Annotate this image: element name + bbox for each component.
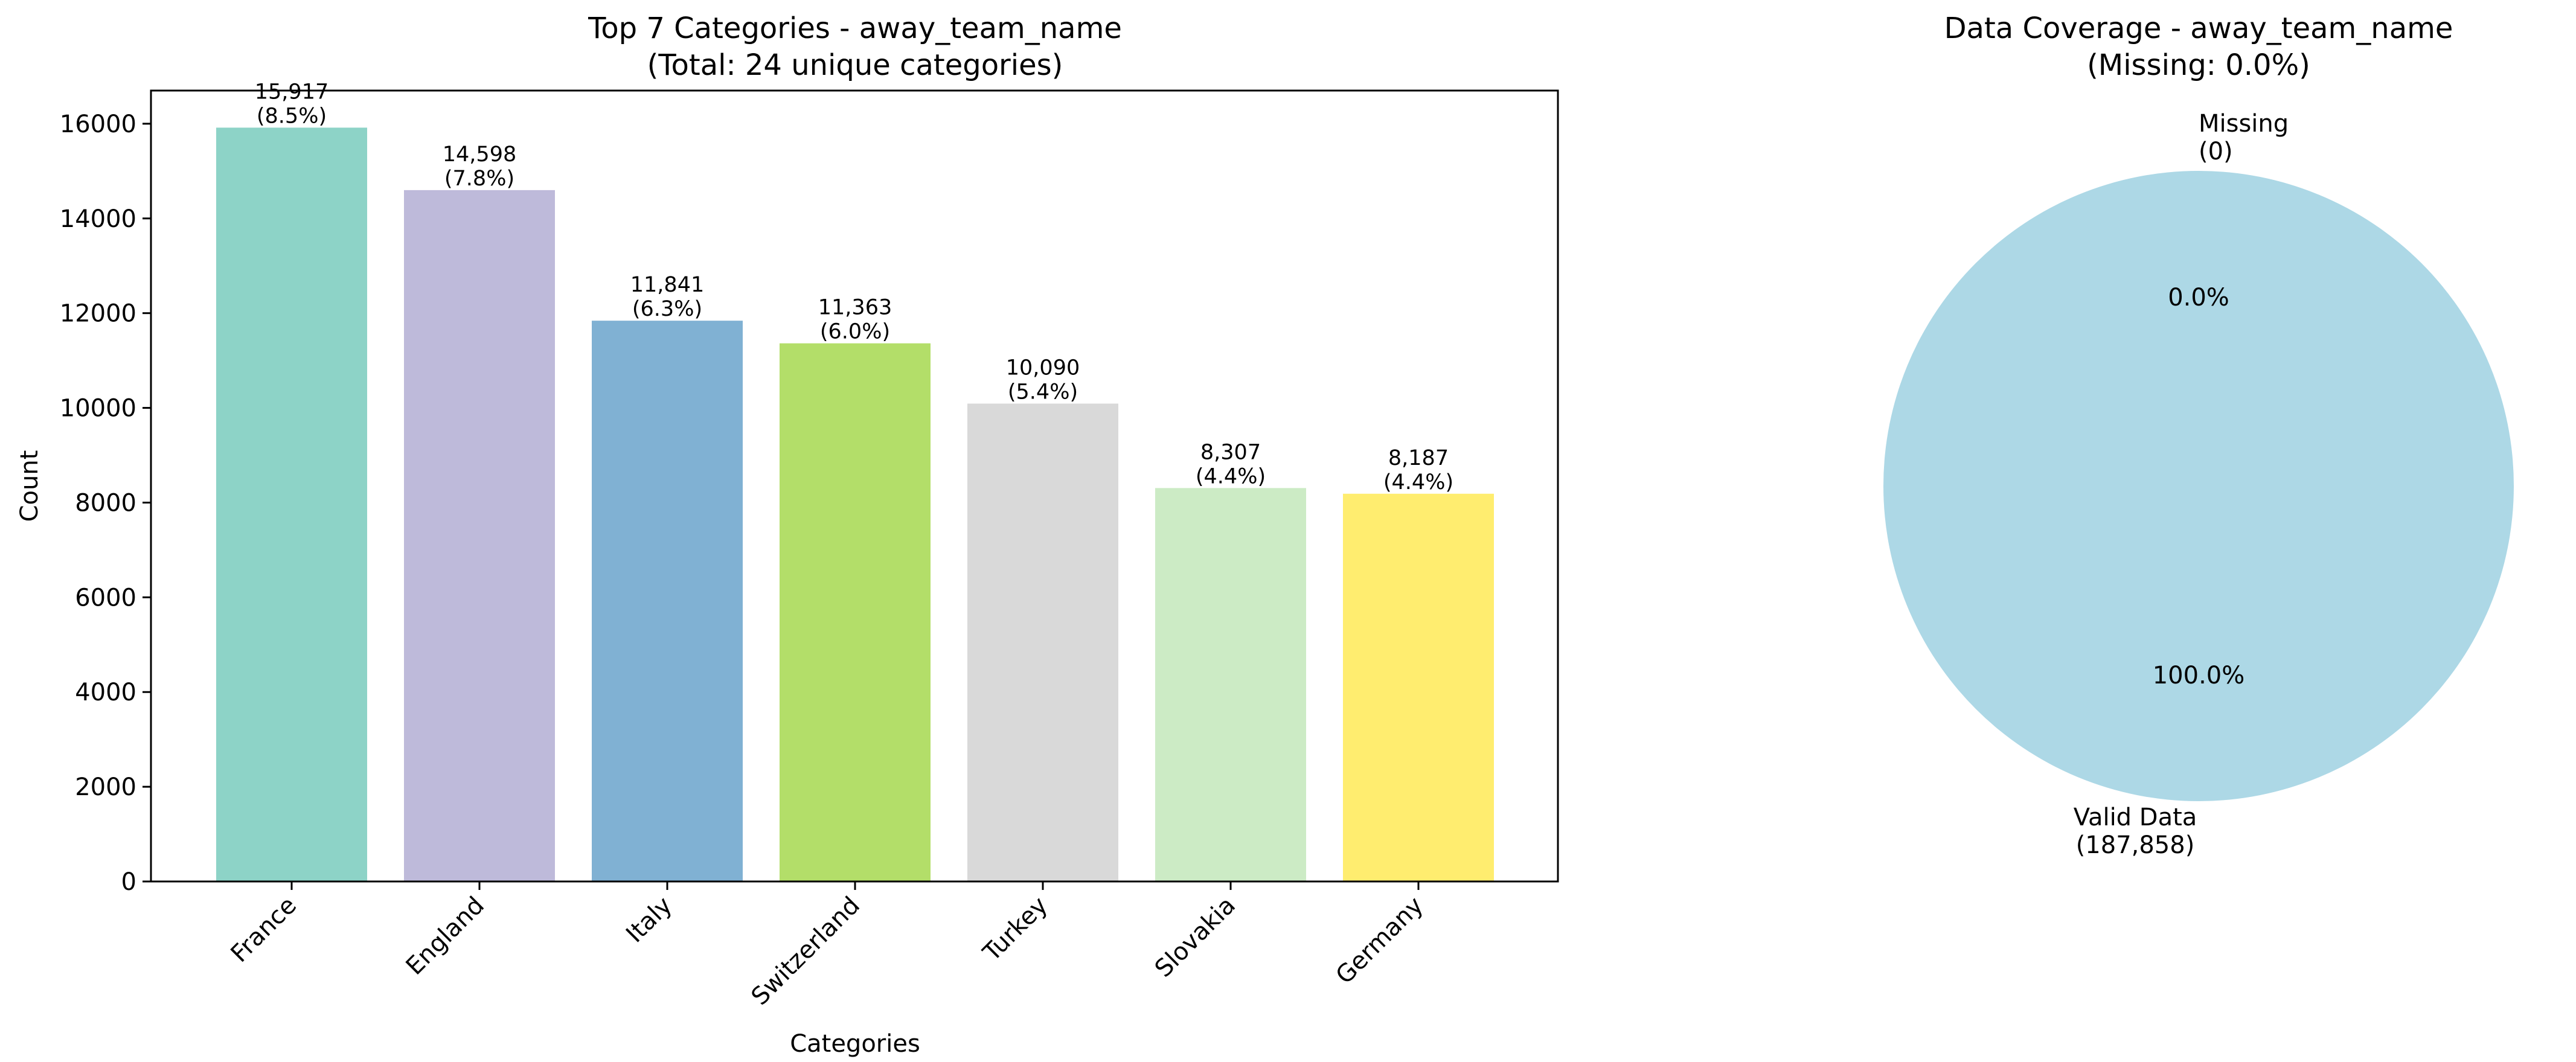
y-axis-label: Count xyxy=(16,450,43,522)
x-tick-label: Switzerland xyxy=(746,892,866,1011)
y-tick-label: 6000 xyxy=(75,584,136,612)
bar-value-label: 15,917 xyxy=(255,80,328,104)
x-tick-label: Germany xyxy=(1331,892,1429,990)
bar-slovakia xyxy=(1155,488,1306,881)
bar-percent-label: (8.5%) xyxy=(257,104,327,128)
plot-frame xyxy=(150,89,1559,883)
bar-value-label: 8,307 xyxy=(1200,440,1261,464)
x-tick-label: Slovakia xyxy=(1150,892,1241,983)
bar-percent-label: (6.3%) xyxy=(632,297,702,321)
bar-value-label: 11,363 xyxy=(818,296,892,320)
y-tick-label: 16000 xyxy=(60,110,136,138)
pie-labels: Valid Data(187,858) 100.0% Missing(0) 0.0% xyxy=(2074,110,2289,859)
bar-turkey xyxy=(967,403,1118,881)
bar-data-labels: 15,917(8.5%) 14,598(7.8%) 11,841(6.3%) 11,3… xyxy=(255,80,1453,494)
x-tick-label: Turkey xyxy=(978,892,1053,967)
y-tick-label: 0 xyxy=(121,868,136,896)
pie-outer-label-name: Missing xyxy=(2199,110,2289,138)
pie-outer-label-count: (187,858) xyxy=(2076,831,2195,859)
bar-percent-label: (5.4%) xyxy=(1008,380,1078,405)
pie-outer-label-name: Valid Data xyxy=(2074,804,2197,831)
bar-value-label: 8,187 xyxy=(1388,446,1449,470)
bar-percent-label: (4.4%) xyxy=(1196,464,1266,488)
x-tick-label: France xyxy=(225,892,302,968)
bar-chart-title-line1: Top 7 Categories - away_team_name xyxy=(588,11,1122,45)
pie-outer-label-count: (0) xyxy=(2199,138,2233,165)
bar-germany xyxy=(1343,493,1494,881)
bar-value-label: 10,090 xyxy=(1006,356,1080,380)
bar-percent-label: (7.8%) xyxy=(444,167,514,191)
pie-slices xyxy=(1883,171,2514,801)
bar-series xyxy=(216,127,1494,882)
bar-switzerland xyxy=(780,343,931,881)
bar-chart-title-line2: (Total: 24 unique categories) xyxy=(647,48,1063,82)
pie-percent-label: 0.0% xyxy=(2168,284,2229,312)
bar-value-label: 11,841 xyxy=(630,273,704,297)
y-tick-label: 10000 xyxy=(60,395,136,423)
y-tick-label: 8000 xyxy=(75,489,136,517)
pie-slice-valid-data xyxy=(1883,171,2514,801)
x-axis-label: Categories xyxy=(790,1030,920,1058)
y-tick-label: 4000 xyxy=(75,679,136,706)
y-tick-label: 14000 xyxy=(60,205,136,233)
x-axis-ticks: France England Italy Switzerland Turkey Slova… xyxy=(225,881,1429,1011)
x-tick-label: Italy xyxy=(621,892,678,948)
pie-chart-title-line2: (Missing: 0.0%) xyxy=(2087,48,2310,82)
pie-chart-panel: Data Coverage - away_team_name (Missing:… xyxy=(1883,11,2514,859)
pie-percent-label: 100.0% xyxy=(2153,662,2245,689)
y-axis-ticks: 0 2000 4000 6000 8000 10000 12000 14000 16000 xyxy=(60,110,151,896)
bar-italy xyxy=(592,321,743,881)
pie-chart-title-line1: Data Coverage - away_team_name xyxy=(1944,11,2453,45)
y-tick-label: 12000 xyxy=(60,300,136,328)
bar-france xyxy=(216,127,367,882)
bar-value-label: 14,598 xyxy=(443,142,516,167)
x-tick-label: England xyxy=(401,892,490,980)
bar-chart-panel: Top 7 Categories - away_team_name (Total… xyxy=(16,11,1559,1058)
y-tick-label: 2000 xyxy=(75,773,136,801)
bar-percent-label: (6.0%) xyxy=(820,320,890,344)
bar-england xyxy=(404,190,555,881)
bar-percent-label: (4.4%) xyxy=(1383,470,1453,494)
